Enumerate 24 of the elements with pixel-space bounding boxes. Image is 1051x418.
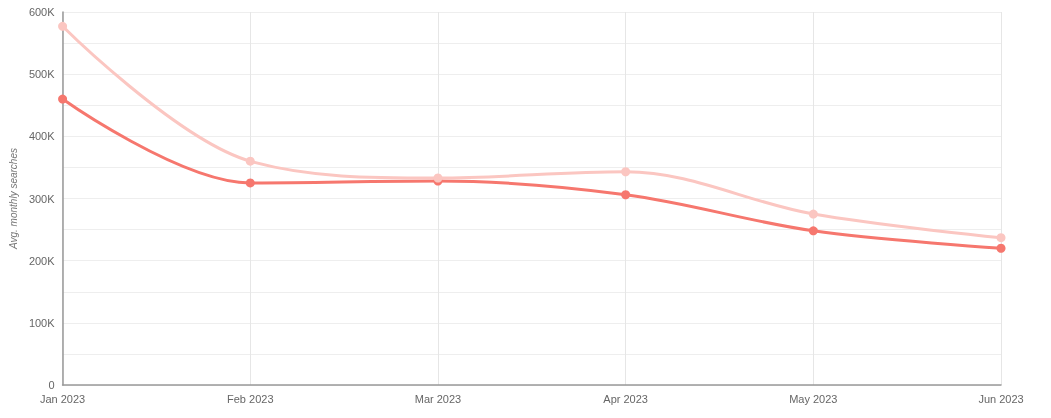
- point: [245, 156, 255, 166]
- y-tick-label: 300K: [28, 192, 56, 205]
- y-tick-label: 100K: [28, 316, 56, 329]
- y-axis-title: Avg. monthly searches: [7, 148, 19, 250]
- y-tick-label: 0: [48, 379, 55, 391]
- y-tick-label: 600K: [28, 6, 56, 18]
- x-tick-label: Mar 2023: [414, 392, 462, 405]
- point: [58, 94, 68, 104]
- x-tick-label: Apr 2023: [603, 392, 648, 405]
- y-tick-label: 400K: [28, 130, 56, 143]
- point: [58, 21, 68, 31]
- x-tick-label: May 2023: [789, 392, 838, 405]
- point: [996, 243, 1006, 253]
- point: [996, 233, 1006, 243]
- point: [621, 190, 631, 200]
- point: [808, 226, 818, 236]
- y-tick-label: 200K: [28, 254, 56, 267]
- x-tick-label: Feb 2023: [227, 392, 274, 405]
- y-tick-label: 500K: [28, 68, 56, 81]
- point: [245, 178, 255, 188]
- point: [621, 167, 631, 177]
- point: [808, 209, 818, 219]
- x-tick-label: Jun 2023: [978, 392, 1024, 405]
- x-tick-label: Jan 2023: [39, 392, 86, 405]
